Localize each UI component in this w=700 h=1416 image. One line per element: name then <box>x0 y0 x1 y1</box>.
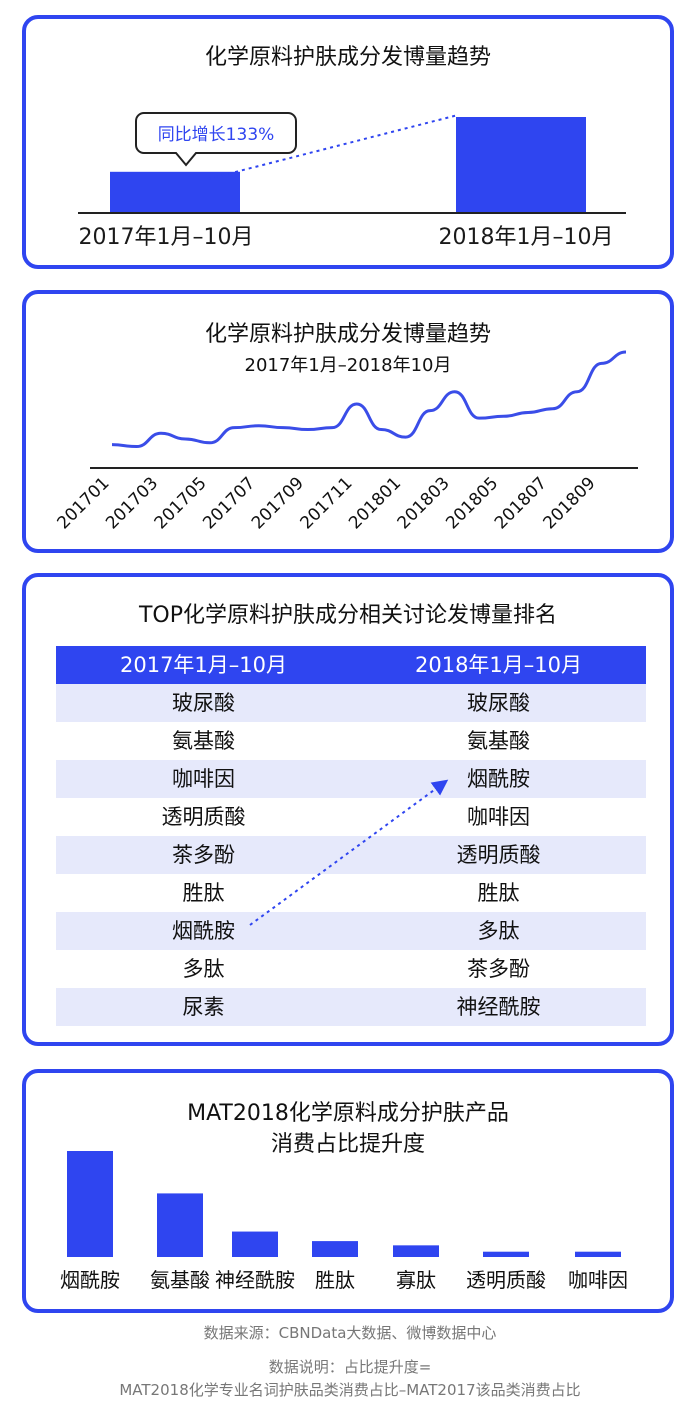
trend-card-title: 化学原料护肤成分发博量趋势 <box>204 322 491 347</box>
data-note-line2: MAT2018化学专业名词护肤品类消费占比–MAT2017该品类消费占比 <box>119 1381 581 1399</box>
consumption-card-title-line2: 消费占比提升度 <box>270 1132 425 1157</box>
ranking-cell-2018: 氨基酸 <box>467 729 530 753</box>
trend-line-chart: 2017012017032017052017072017092017112018… <box>53 350 638 533</box>
data-note-line1: 数据说明：占比提升度= <box>268 1358 432 1376</box>
ranking-cell-2018: 烟酰胺 <box>467 767 530 791</box>
trend-tick-label: 201701 <box>53 473 113 533</box>
ranking-table-row: 胜肽 胜肽 <box>56 874 646 912</box>
ranking-cell-2018: 胜肽 <box>477 881 520 905</box>
growth-callout: 同比增长133% <box>135 112 297 167</box>
ranking-table-row: 透明质酸 咖啡因 <box>56 798 646 836</box>
trend-card: 化学原料护肤成分发博量趋势 2017年1月–2018年10月 201701 201… <box>22 290 674 553</box>
consumption-bar-label: 寡肽 <box>396 1268 436 1292</box>
ranking-cell-2017: 胜肽 <box>182 881 225 905</box>
ranking-header-2017: 2017年1月–10月 <box>119 653 288 677</box>
ranking-cell-2018: 茶多酚 <box>467 957 530 981</box>
consumption-bar-label: 氨基酸 <box>150 1268 210 1292</box>
bar-label-2017: 2017年1月–10月 <box>78 225 254 250</box>
trend-tick-label: 201805 <box>442 473 502 533</box>
ranking-table-row: 多肽 茶多酚 <box>56 950 646 988</box>
growth-bar-0 <box>110 171 240 213</box>
trend-tick-label: 201801 <box>345 473 405 533</box>
consumption-card-title-line1: MAT2018化学原料成分护肤产品 <box>187 1101 509 1126</box>
ranking-cell-2018: 透明质酸 <box>456 843 541 867</box>
ranking-cell-2018: 神经酰胺 <box>456 995 541 1019</box>
consumption-bar-label: 烟酰胺 <box>60 1268 120 1292</box>
consumption-bar-label: 神经酰胺 <box>215 1268 295 1292</box>
ranking-table-header: 2017年1月–10月 2018年1月–10月 <box>56 646 646 684</box>
growth-card: 化学原料护肤成分发博量趋势 同比增长133% 2017年1月–10月 2018年… <box>22 15 674 269</box>
ranking-header-2018: 2018年1月–10月 <box>414 653 583 677</box>
ranking-cell-2018: 咖啡因 <box>467 805 530 829</box>
consumption-bar <box>232 1231 278 1257</box>
data-source: 数据来源：CBNData大数据、微博数据中心 <box>203 1324 497 1342</box>
growth-card-title: 化学原料护肤成分发博量趋势 <box>204 45 491 70</box>
ranking-table-row: 氨基酸 氨基酸 <box>56 722 646 760</box>
ranking-table-row: 茶多酚 透明质酸 <box>56 836 646 874</box>
ranking-cell-2017: 咖啡因 <box>172 767 235 791</box>
trend-card-subtitle: 2017年1月–2018年10月 <box>244 355 452 376</box>
ranking-table-row: 咖啡因 烟酰胺 <box>56 760 646 798</box>
trend-tick-label: 201711 <box>296 473 356 533</box>
consumption-card: MAT2018化学原料成分护肤产品 消费占比提升度 烟酰胺 氨基酸 神经酰胺 胜肽 寡肽… <box>22 1069 674 1313</box>
growth-bar-1 <box>456 117 586 213</box>
ranking-table-row: 尿素 神经酰胺 <box>56 988 646 1026</box>
ranking-cell-2018: 多肽 <box>477 919 520 943</box>
consumption-bar-label: 透明质酸 <box>466 1268 546 1292</box>
ranking-cell-2017: 茶多酚 <box>172 843 235 867</box>
ranking-cell-2017: 尿素 <box>182 995 225 1019</box>
ranking-table-row: 烟酰胺 多肽 <box>56 912 646 950</box>
ranking-cell-2017: 多肽 <box>182 957 225 981</box>
consumption-bar-label: 咖啡因 <box>568 1268 628 1292</box>
consumption-bar-label: 胜肽 <box>315 1268 355 1292</box>
trend-tick-label: 201703 <box>102 473 162 533</box>
trend-tick-label: 201809 <box>539 473 599 533</box>
trend-tick-label: 201709 <box>248 473 308 533</box>
consumption-bar <box>312 1241 358 1257</box>
trend-tick-label: 201803 <box>394 473 454 533</box>
consumption-bar-chart: 烟酰胺 氨基酸 神经酰胺 胜肽 寡肽 透明质酸 咖啡因 <box>60 1151 628 1292</box>
consumption-bar <box>575 1251 621 1257</box>
consumption-bar <box>67 1151 113 1257</box>
ranking-cell-2017: 烟酰胺 <box>172 919 235 943</box>
ranking-table-row: 玻尿酸 玻尿酸 <box>56 684 646 722</box>
ranking-cell-2017: 透明质酸 <box>161 805 246 829</box>
bar-label-2018: 2018年1月–10月 <box>438 225 614 250</box>
consumption-bar <box>393 1245 439 1257</box>
consumption-bar <box>157 1193 203 1257</box>
trend-series-line <box>111 350 627 449</box>
ranking-cell-2018: 玻尿酸 <box>467 691 530 715</box>
growth-connector-line <box>207 114 459 180</box>
growth-bar-chart: 同比增长133% <box>78 112 626 214</box>
ranking-cell-2017: 氨基酸 <box>172 729 235 753</box>
growth-callout-text: 同比增长133% <box>158 125 275 145</box>
trend-tick-label: 201707 <box>199 473 259 533</box>
trend-tick-label: 201705 <box>151 473 211 533</box>
ranking-card-title: TOP化学原料护肤成分相关讨论发博量排名 <box>138 603 558 628</box>
consumption-bar <box>483 1251 529 1257</box>
ranking-cell-2017: 玻尿酸 <box>172 691 235 715</box>
trend-tick-label: 201807 <box>491 473 551 533</box>
